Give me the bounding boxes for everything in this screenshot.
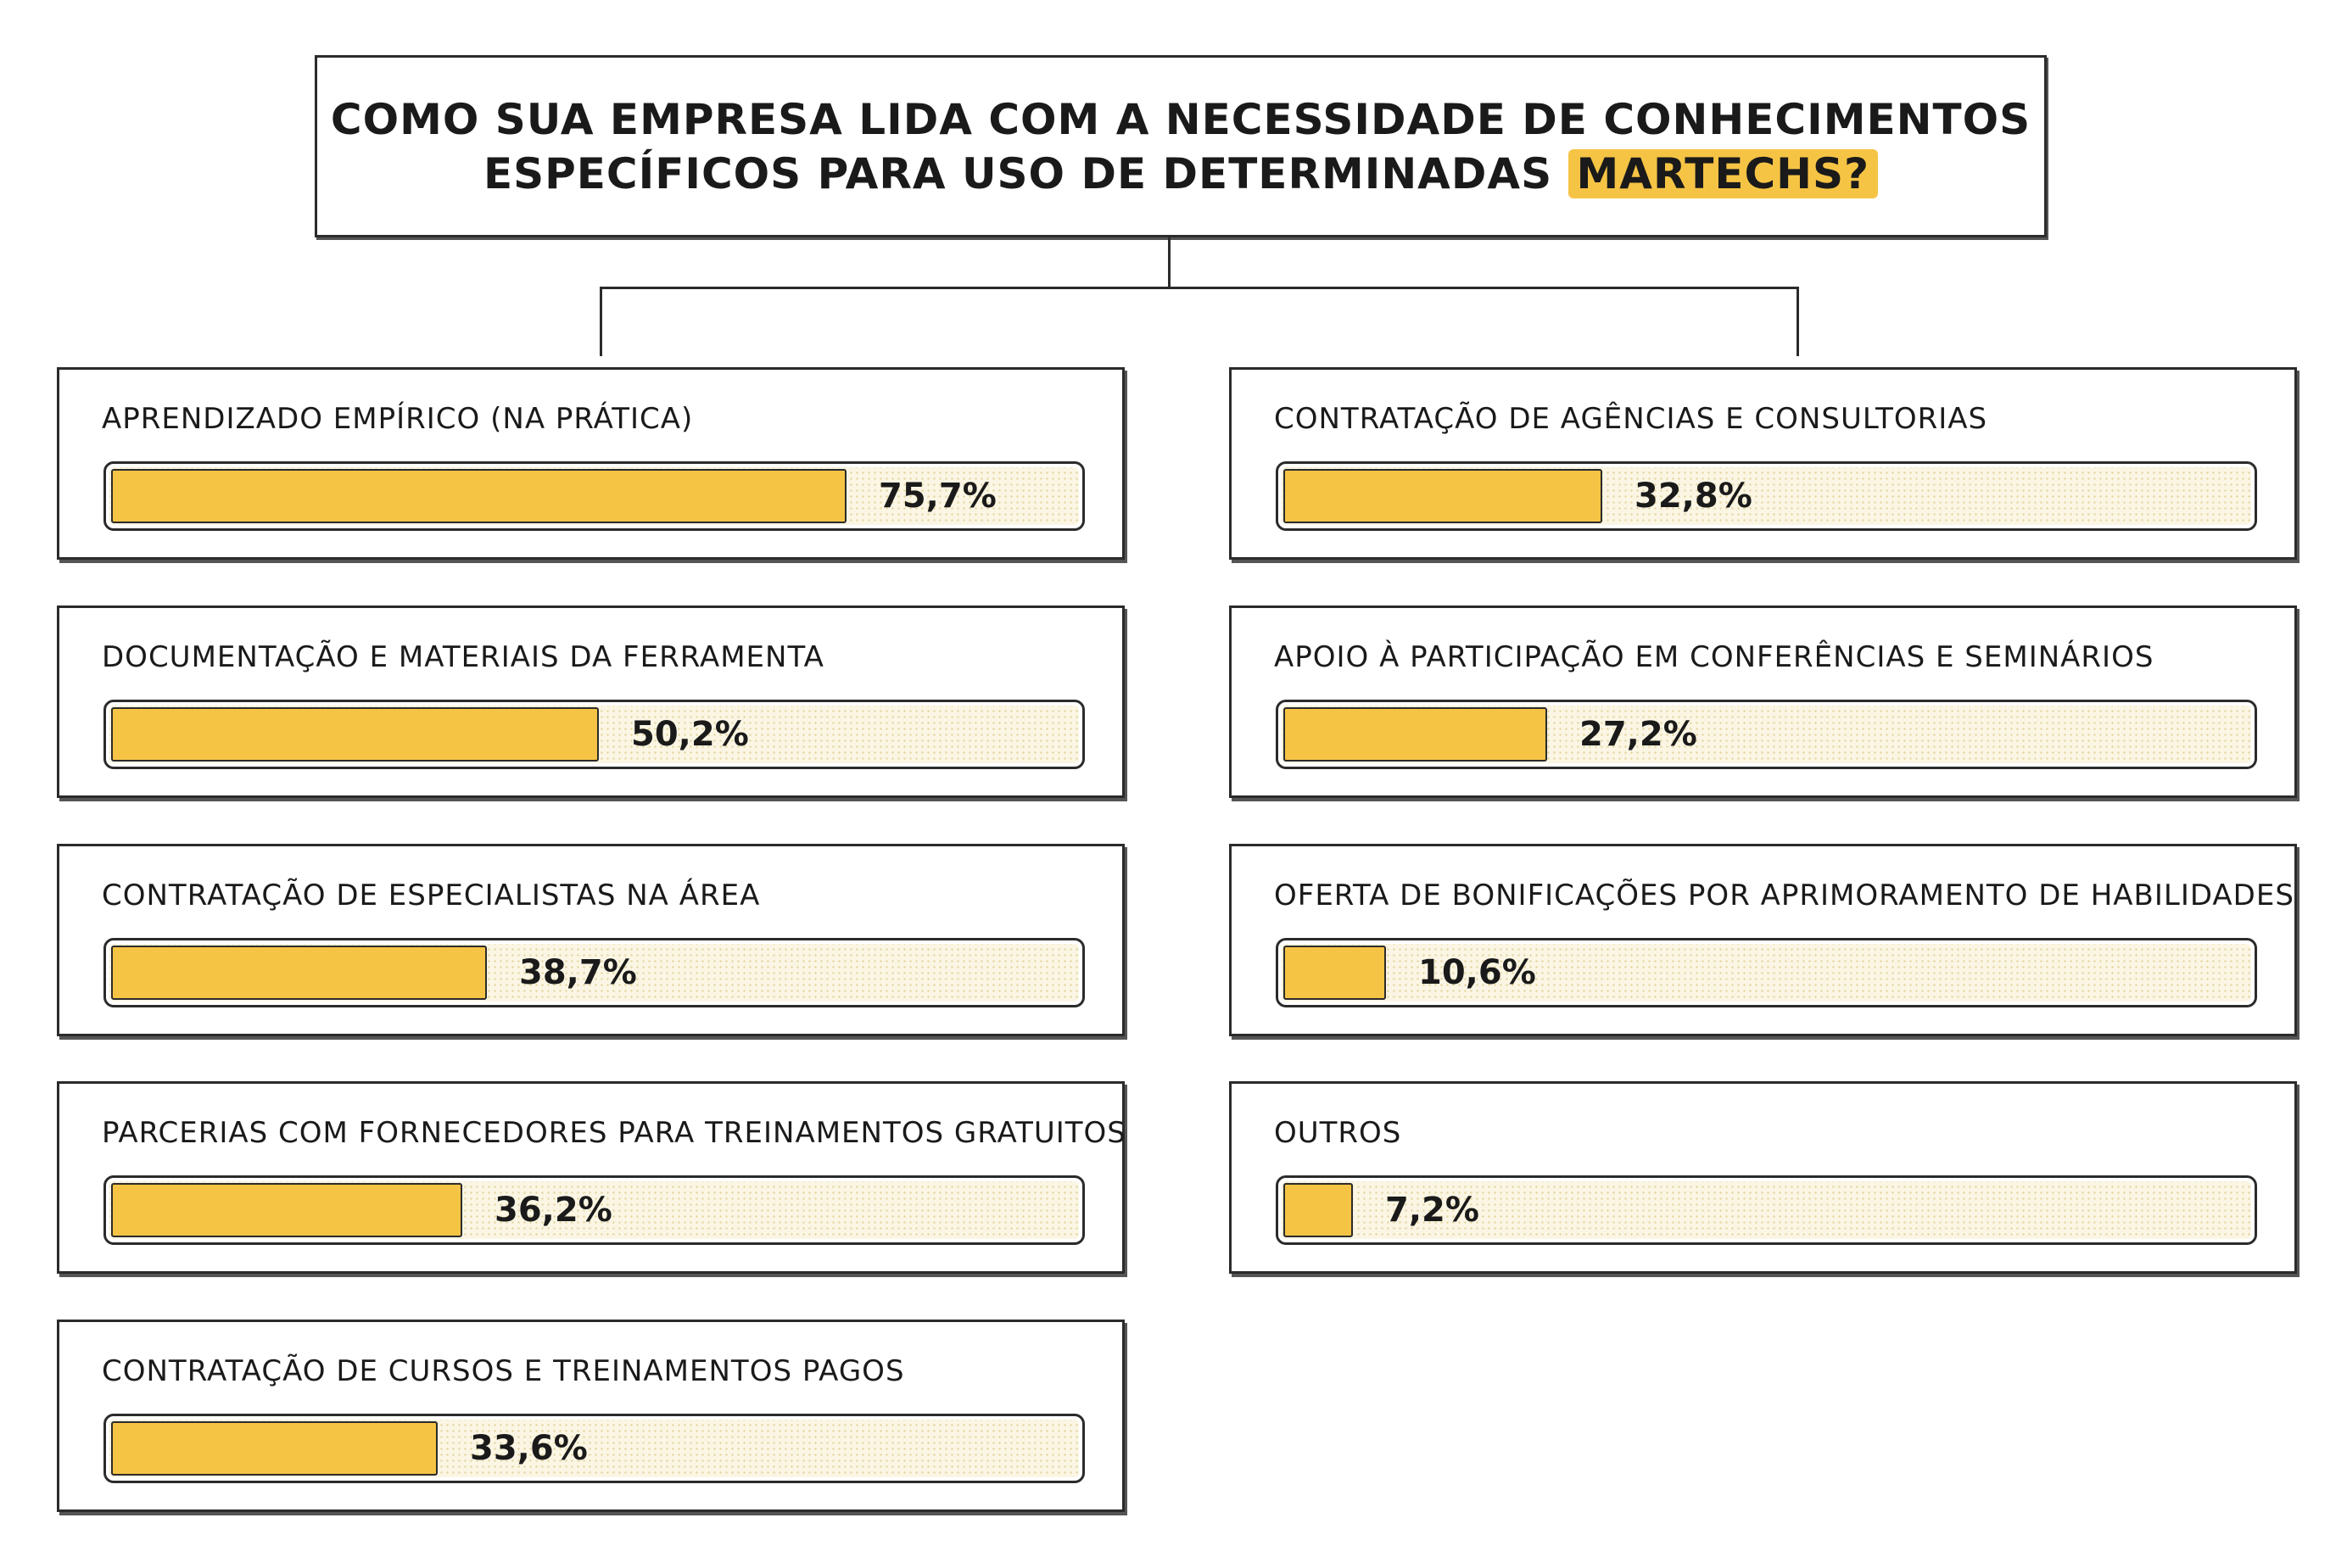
bar-track: 27,2% bbox=[1276, 700, 2257, 769]
category-label: APOIO À PARTICIPAÇÃO EM CONFERÊNCIAS E S… bbox=[1274, 640, 2154, 674]
bar-track: 10,6% bbox=[1276, 938, 2257, 1007]
category-label: OUTROS bbox=[1274, 1116, 1402, 1150]
bar-card: PARCERIAS COM FORNECEDORES PARA TREINAME… bbox=[57, 1081, 1126, 1274]
bar-card: CONTRATAÇÃO DE ESPECIALISTAS NA ÁREA 38,7… bbox=[57, 844, 1125, 1036]
bar-track: 33,6% bbox=[103, 1414, 1085, 1483]
bar-track: 50,2% bbox=[103, 700, 1085, 769]
category-label: CONTRATAÇÃO DE CURSOS E TREINAMENTOS PAG… bbox=[102, 1354, 905, 1388]
value-label: 50,2% bbox=[631, 715, 749, 754]
value-label: 27,2% bbox=[1579, 715, 1697, 754]
bar-card: CONTRATAÇÃO DE CURSOS E TREINAMENTOS PAG… bbox=[57, 1320, 1125, 1512]
chart-title-line-1: COMO SUA EMPRESA LIDA COM A NECESSIDADE … bbox=[330, 94, 2031, 144]
chart-title-highlight: MARTECHS? bbox=[1567, 148, 1879, 198]
chart-title-line-2-text: ESPECÍFICOS PARA USO DE DETERMINADAS bbox=[483, 148, 1553, 198]
category-label: OFERTA DE BONIFICAÇÕES POR APRIMORAMENTO… bbox=[1274, 879, 2294, 912]
value-label: 75,7% bbox=[879, 477, 997, 516]
bar-fill bbox=[1283, 469, 1602, 523]
value-label: 32,8% bbox=[1635, 477, 1752, 516]
bar-fill bbox=[111, 707, 599, 762]
value-label: 38,7% bbox=[519, 953, 637, 992]
value-label: 10,6% bbox=[1418, 953, 1536, 992]
category-label: CONTRATAÇÃO DE ESPECIALISTAS NA ÁREA bbox=[102, 879, 761, 912]
bar-track: 36,2% bbox=[103, 1175, 1085, 1245]
category-label: APRENDIZADO EMPÍRICO (NA PRÁTICA) bbox=[102, 402, 694, 436]
bar-track: 75,7% bbox=[103, 461, 1085, 531]
bar-fill bbox=[1283, 946, 1386, 1000]
connector-right-drop bbox=[1797, 287, 1799, 356]
connector-stem bbox=[1168, 237, 1171, 288]
bar-fill bbox=[1283, 707, 1547, 762]
category-label: PARCERIAS COM FORNECEDORES PARA TREINAME… bbox=[102, 1116, 1126, 1150]
category-label: DOCUMENTAÇÃO E MATERIAIS DA FERRAMENTA bbox=[102, 640, 824, 674]
chart-title-box: COMO SUA EMPRESA LIDA COM A NECESSIDADE … bbox=[315, 55, 2047, 237]
value-label: 7,2% bbox=[1385, 1191, 1479, 1230]
value-label: 36,2% bbox=[495, 1191, 612, 1230]
bar-card: APRENDIZADO EMPÍRICO (NA PRÁTICA) 75,7% bbox=[57, 367, 1125, 560]
bar-fill bbox=[1283, 1183, 1353, 1237]
bar-card: APOIO À PARTICIPAÇÃO EM CONFERÊNCIAS E S… bbox=[1229, 605, 2297, 798]
connector-bar bbox=[600, 287, 1799, 289]
bar-track: 7,2% bbox=[1276, 1175, 2257, 1245]
category-label: CONTRATAÇÃO DE AGÊNCIAS E CONSULTORIAS bbox=[1274, 402, 1988, 436]
bar-fill bbox=[111, 1421, 438, 1476]
bar-card: DOCUMENTAÇÃO E MATERIAIS DA FERRAMENTA 50… bbox=[57, 605, 1125, 798]
chart-title-line-2: ESPECÍFICOS PARA USO DE DETERMINADAS MAR… bbox=[483, 147, 1879, 201]
connector-left-drop bbox=[600, 287, 602, 356]
bar-fill bbox=[111, 946, 487, 1000]
bar-fill bbox=[111, 469, 847, 523]
bar-track: 38,7% bbox=[103, 938, 1085, 1007]
bar-track: 32,8% bbox=[1276, 461, 2257, 531]
bar-card: OFERTA DE BONIFICAÇÕES POR APRIMORAMENTO… bbox=[1229, 844, 2297, 1036]
bar-card: OUTROS 7,2% bbox=[1229, 1081, 2297, 1274]
value-label: 33,6% bbox=[470, 1429, 588, 1468]
bar-card: CONTRATAÇÃO DE AGÊNCIAS E CONSULTORIAS 32… bbox=[1229, 367, 2297, 560]
bar-fill bbox=[111, 1183, 462, 1237]
